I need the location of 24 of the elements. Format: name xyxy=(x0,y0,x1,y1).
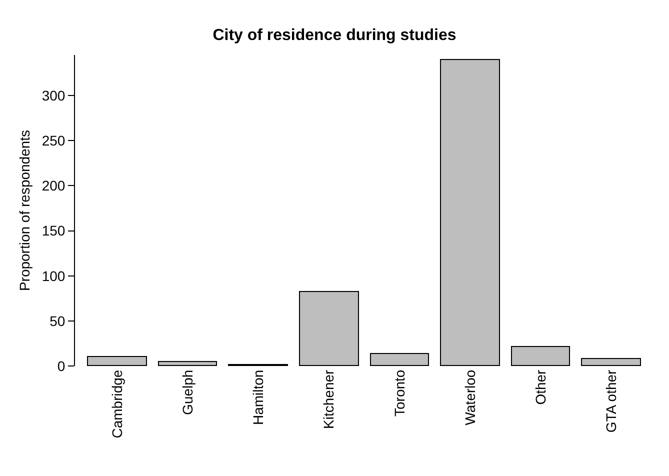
bar xyxy=(440,59,500,366)
bar xyxy=(87,356,147,366)
bar xyxy=(511,346,570,366)
x-tick-label: Toronto xyxy=(391,370,408,417)
bar xyxy=(299,291,359,366)
x-tick-label: Waterloo xyxy=(462,370,478,426)
x-tick-label: Kitchener xyxy=(320,369,337,429)
bar xyxy=(581,358,641,366)
y-tick-label: 250 xyxy=(42,132,66,149)
y-tick-label: 50 xyxy=(50,312,66,329)
bar xyxy=(158,361,217,366)
x-tick-label: GTA other xyxy=(603,369,620,433)
y-axis-title: Proportion of respondents xyxy=(16,130,32,292)
y-tick-label: 200 xyxy=(42,178,66,194)
y-tick-label: 100 xyxy=(42,268,66,284)
x-tick-label: Other xyxy=(532,369,549,405)
bar xyxy=(370,353,429,366)
x-tick-label: Hamilton xyxy=(250,370,266,426)
y-tick-label: 0 xyxy=(57,358,66,374)
x-tick-label: Guelph xyxy=(180,370,196,415)
y-tick-label: 150 xyxy=(42,222,66,239)
chart-title: City of residence during studies xyxy=(212,26,456,44)
x-tick-label: Cambridge xyxy=(108,370,125,438)
y-tick-label: 300 xyxy=(42,87,66,104)
